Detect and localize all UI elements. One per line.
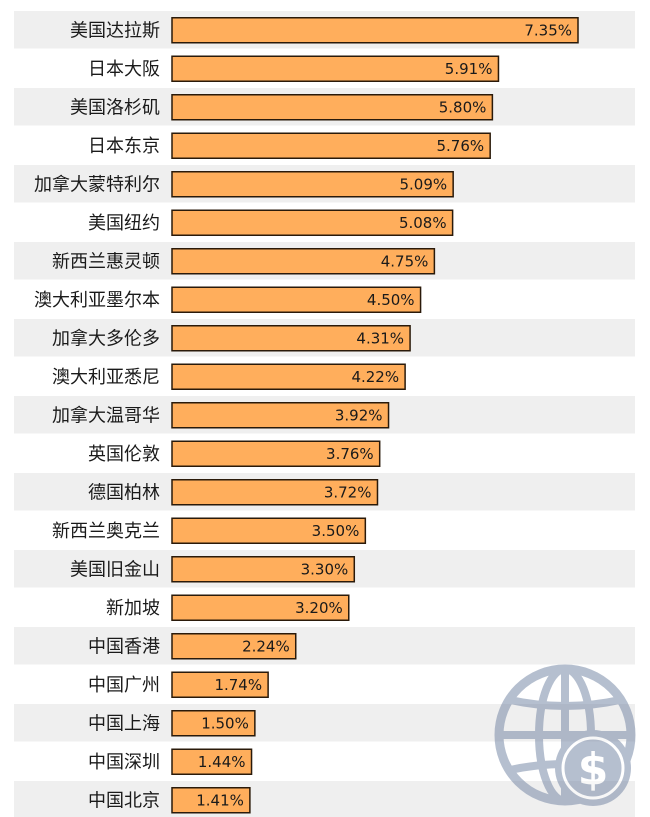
bar <box>171 517 367 544</box>
category-label: 中国北京 <box>88 790 160 811</box>
category-label: 中国广州 <box>88 675 160 696</box>
value-label: 2.24% <box>242 637 290 655</box>
value-label: 1.50% <box>201 714 249 732</box>
bar <box>171 171 454 198</box>
value-label: 1.74% <box>214 676 262 694</box>
category-label: 美国旧金山 <box>70 559 160 580</box>
value-label: 4.31% <box>356 329 404 347</box>
category-label: 加拿大温哥华 <box>52 404 160 426</box>
value-label: 1.41% <box>196 791 244 809</box>
category-label: 新西兰奥克兰 <box>52 521 160 542</box>
bar <box>171 286 422 313</box>
category-label: 澳大利亚墨尔本 <box>34 290 160 311</box>
value-label: 5.09% <box>400 175 448 193</box>
value-label: 3.76% <box>326 445 374 463</box>
value-label: 3.72% <box>324 483 372 501</box>
value-label: 4.50% <box>367 291 415 309</box>
value-label: 1.44% <box>198 753 246 771</box>
category-label: 中国深圳 <box>88 752 160 773</box>
category-label: 加拿大多伦多 <box>52 327 160 349</box>
bars <box>171 17 579 814</box>
bar <box>171 363 406 390</box>
svg-text:$: $ <box>578 744 609 795</box>
bar <box>171 94 494 121</box>
category-label: 澳大利亚悉尼 <box>52 367 160 388</box>
bar <box>171 594 350 621</box>
bar <box>171 132 491 159</box>
bar <box>171 17 579 44</box>
value-label: 4.22% <box>351 368 399 386</box>
value-label: 3.50% <box>312 522 360 540</box>
bar <box>171 402 390 429</box>
category-label: 日本东京 <box>88 136 160 157</box>
value-label: 5.08% <box>399 214 447 232</box>
category-label: 日本大阪 <box>88 59 160 80</box>
bar <box>171 710 256 737</box>
category-label: 美国纽约 <box>88 213 160 234</box>
category-labels: 美国达拉斯日本大阪美国洛杉矶日本东京加拿大蒙特利尔美国纽约新西兰惠灵顿澳大利亚墨… <box>34 20 160 811</box>
value-labels: 7.35% 5.91% 5.80% 5.76% 5.09% 5.08% 4.75% 4.50%… <box>196 21 572 809</box>
value-label: 5.91% <box>445 60 493 78</box>
category-label: 中国上海 <box>88 713 160 734</box>
bar <box>171 479 379 506</box>
bar <box>171 556 356 583</box>
category-label: 英国伦敦 <box>88 444 160 465</box>
value-label: 7.35% <box>524 21 572 39</box>
bar <box>171 633 297 660</box>
row-stripe <box>14 627 635 665</box>
category-label: 新西兰惠灵顿 <box>52 251 160 272</box>
bar <box>171 440 381 467</box>
bar <box>171 209 454 236</box>
globe-dollar-icon: $ <box>494 664 636 806</box>
category-label: 中国香港 <box>88 636 160 657</box>
bar <box>171 325 411 352</box>
value-label: 4.75% <box>381 252 429 270</box>
value-label: 3.20% <box>295 599 343 617</box>
value-label: 5.76% <box>437 137 485 155</box>
bar <box>171 787 251 814</box>
bar <box>171 248 436 275</box>
bar <box>171 55 500 82</box>
category-label: 新加坡 <box>106 598 160 619</box>
category-label: 加拿大蒙特利尔 <box>34 173 160 195</box>
value-label: 3.92% <box>335 406 383 424</box>
category-label: 美国达拉斯 <box>70 20 160 41</box>
category-label: 美国洛杉矶 <box>70 97 160 118</box>
bar <box>171 671 269 698</box>
value-label: 3.30% <box>301 560 349 578</box>
category-label: 德国柏林 <box>88 482 160 503</box>
value-label: 5.80% <box>439 98 487 116</box>
bar <box>171 748 253 775</box>
